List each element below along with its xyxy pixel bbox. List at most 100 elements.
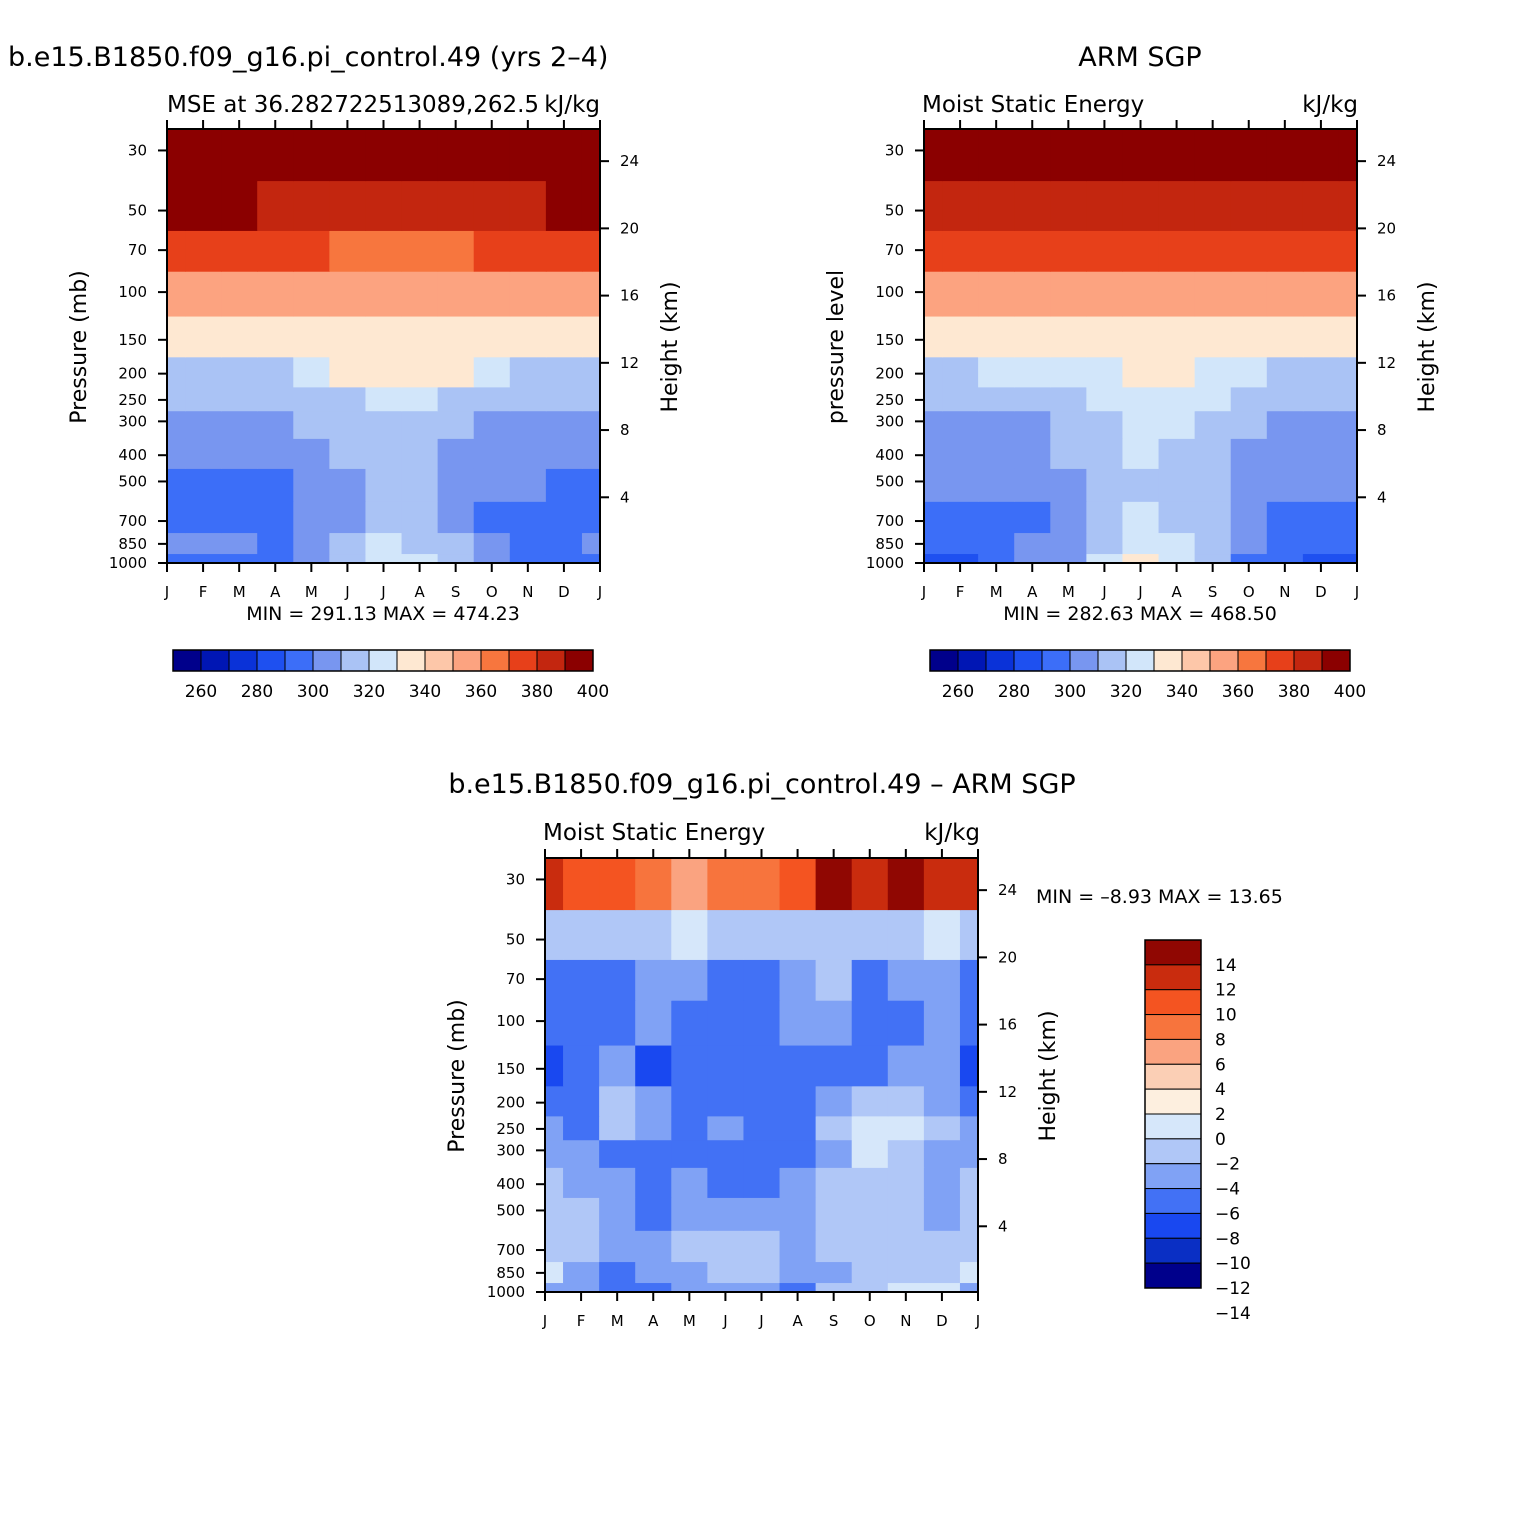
diff-cell [545,858,564,911]
model-cell [581,532,600,555]
model-cell [437,468,475,502]
diff-cell [599,1115,636,1141]
diff-cell [635,1282,672,1292]
model-y-tick-label: 1000 [109,554,147,572]
obs-cell [1014,230,1051,272]
obs-cell [942,410,979,439]
model-variable-label: MSE at 36.282722513089,262.5 [167,92,539,118]
model-cell [185,386,222,412]
diff-y-tick-label: 100 [496,1012,525,1030]
obs-cell [924,468,943,502]
diff-y2-tick-label: 12 [998,1083,1017,1101]
diff-cell [779,1115,817,1141]
diff-cell [959,909,978,960]
obs-cell [1014,315,1051,358]
obs-y-tick-label: 300 [875,412,904,430]
obs-cell [1230,356,1268,388]
obs-cell [1194,230,1232,272]
model-cell [365,553,403,563]
diff-colorbar-label: 4 [1215,1080,1226,1100]
model-cell [509,129,547,182]
model-cell [473,180,511,231]
model-cell [329,315,367,358]
diff-colorbar-swatch [1144,1014,1202,1040]
model-cell [545,410,583,439]
diff-cell [707,1044,745,1087]
obs-cell [1014,553,1051,563]
diff-y-tick-label: 50 [506,931,525,949]
model-cell [473,356,511,388]
model-cell [329,230,367,272]
obs-cell [942,180,979,231]
obs-cell [1050,532,1087,555]
diff-cell [743,1044,781,1087]
obs-cells [924,129,1357,563]
diff-cell [851,1282,889,1292]
diff-cell [923,1085,961,1117]
model-cell [221,315,258,358]
obs-cell [978,356,1015,388]
diff-colorbar-label: 6 [1215,1055,1226,1075]
model-cell [185,356,222,388]
diff-y-tick-label: 400 [496,1175,525,1193]
model-colorbar-label: 300 [297,682,329,702]
obs-cell [1230,386,1268,412]
diff-cell [563,1230,600,1263]
obs-cell [1338,271,1357,317]
diff-cell [851,1139,889,1168]
diff-cell [923,1044,961,1087]
model-cell [257,180,294,231]
obs-cell [978,230,1015,272]
model-colorbar-swatch [172,649,202,672]
diff-cell [887,909,925,960]
obs-y-tick-label: 30 [885,141,904,159]
model-cell [545,553,583,563]
obs-cell [1230,410,1268,439]
obs-cell [1122,129,1160,182]
model-colorbar-swatch [340,649,370,672]
diff-y-tick-label: 850 [496,1264,525,1282]
diff-y-tick-label: 700 [496,1241,525,1259]
model-cell [473,386,511,412]
obs-cell [1158,438,1196,469]
model-cell [437,356,475,388]
model-cell [437,553,475,563]
model-x-tick-label: M [305,583,318,601]
diff-cell [545,1115,564,1141]
model-colorbar-swatch [452,649,482,672]
model-colorbar-swatch [368,649,398,672]
model-cell [293,501,330,534]
obs-cell [1158,356,1196,388]
diff-cell [851,1167,889,1198]
model-cell [437,501,475,534]
model-cell [437,438,475,469]
obs-cell [1050,129,1087,182]
obs-colorbar-swatch [957,649,987,672]
diff-x-tick-label: O [864,1312,876,1330]
obs-cell [1158,410,1196,439]
obs-cell [1086,468,1124,502]
model-cell [293,386,330,412]
diff-cell [545,1085,564,1117]
obs-x-tick-label: A [1027,583,1038,601]
obs-cell [1302,532,1340,555]
model-cell [293,315,330,358]
obs-cell [1050,501,1087,534]
diff-cell [779,1167,817,1198]
diff-colorbar-label: −2 [1215,1155,1240,1175]
diff-y-tick-label: 250 [496,1120,525,1138]
model-cell [221,180,258,231]
model-cell [329,553,367,563]
model-cell [509,356,547,388]
diff-cell [599,1282,636,1292]
diff-cell [815,1261,853,1284]
model-cell [257,315,294,358]
diff-cell [923,959,961,1001]
model-colorbar-label: 340 [409,682,441,702]
model-cell [473,468,511,502]
model-cell [185,501,222,534]
diff-cell [923,1197,961,1231]
obs-cell [1158,468,1196,502]
diff-cell [959,1197,978,1231]
